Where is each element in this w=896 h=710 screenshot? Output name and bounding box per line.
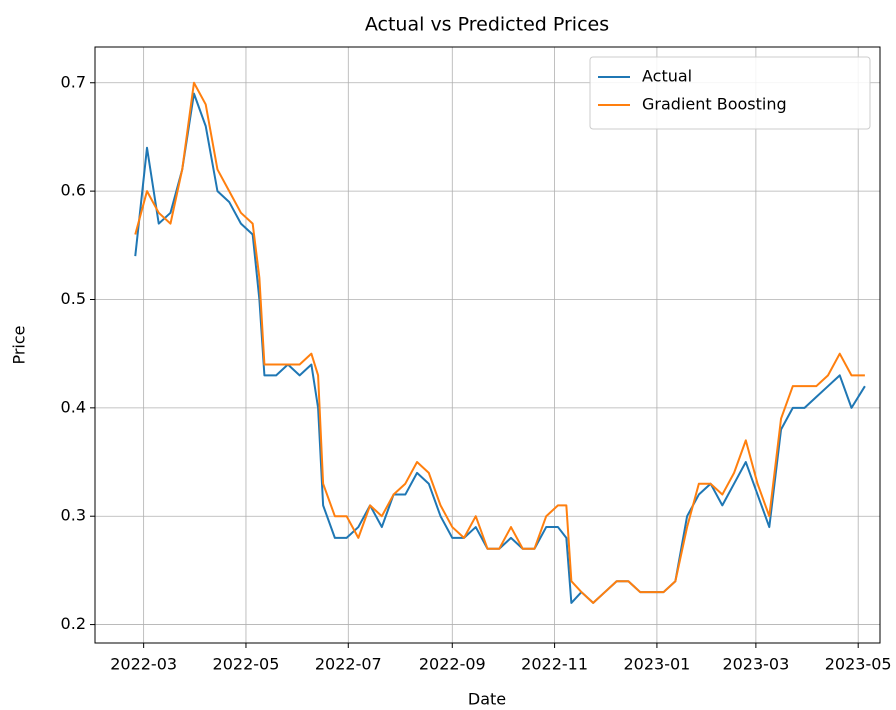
y-tick-label: 0.7 xyxy=(61,72,86,91)
y-tick-label: 0.6 xyxy=(61,181,86,200)
x-tick-label: 2023-05 xyxy=(825,655,892,674)
legend-label: Gradient Boosting xyxy=(642,95,787,114)
legend-box xyxy=(589,56,871,130)
chart-title: Actual vs Predicted Prices xyxy=(365,14,609,36)
x-tick-label: 2022-07 xyxy=(315,655,382,674)
y-axis-label: Price xyxy=(10,325,29,364)
legend-label: Actual xyxy=(642,67,692,86)
x-tick-label: 2023-01 xyxy=(623,655,690,674)
y-tick-label: 0.3 xyxy=(61,506,86,525)
y-tick-label: 0.5 xyxy=(61,289,86,308)
x-axis-label: Date xyxy=(468,690,506,709)
legend: Actual Gradient Boosting xyxy=(589,56,871,130)
x-tick-label: 2023-03 xyxy=(722,655,789,674)
axes-frame xyxy=(94,46,881,644)
series-line xyxy=(134,92,866,604)
y-tick-label: 0.4 xyxy=(61,397,86,416)
x-tick-label: 2022-09 xyxy=(419,655,486,674)
y-tick-label: 0.2 xyxy=(61,614,86,633)
series-line xyxy=(134,81,865,604)
x-tick-label: 2022-03 xyxy=(110,655,177,674)
x-tick-label: 2022-05 xyxy=(213,655,280,674)
x-tick-label: 2022-11 xyxy=(521,655,588,674)
